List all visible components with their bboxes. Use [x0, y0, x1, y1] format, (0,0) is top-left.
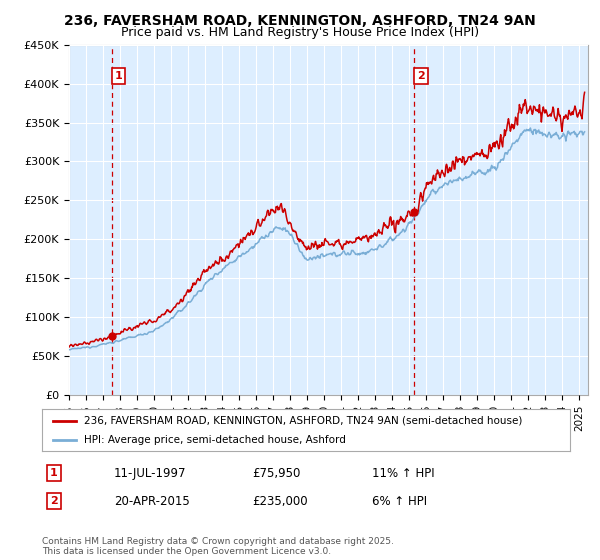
Text: Contains HM Land Registry data © Crown copyright and database right 2025.
This d: Contains HM Land Registry data © Crown c…	[42, 536, 394, 556]
Text: 11-JUL-1997: 11-JUL-1997	[114, 466, 187, 480]
Text: £75,950: £75,950	[252, 466, 301, 480]
Text: 2: 2	[417, 71, 425, 81]
Text: 2: 2	[50, 496, 58, 506]
Text: £235,000: £235,000	[252, 494, 308, 508]
Text: 236, FAVERSHAM ROAD, KENNINGTON, ASHFORD, TN24 9AN: 236, FAVERSHAM ROAD, KENNINGTON, ASHFORD…	[64, 14, 536, 28]
Text: 6% ↑ HPI: 6% ↑ HPI	[372, 494, 427, 508]
Text: Price paid vs. HM Land Registry's House Price Index (HPI): Price paid vs. HM Land Registry's House …	[121, 26, 479, 39]
Text: 236, FAVERSHAM ROAD, KENNINGTON, ASHFORD, TN24 9AN (semi-detached house): 236, FAVERSHAM ROAD, KENNINGTON, ASHFORD…	[84, 416, 523, 426]
Text: 1: 1	[115, 71, 122, 81]
Text: 1: 1	[50, 468, 58, 478]
Text: 20-APR-2015: 20-APR-2015	[114, 494, 190, 508]
Text: HPI: Average price, semi-detached house, Ashford: HPI: Average price, semi-detached house,…	[84, 435, 346, 445]
Text: 11% ↑ HPI: 11% ↑ HPI	[372, 466, 434, 480]
